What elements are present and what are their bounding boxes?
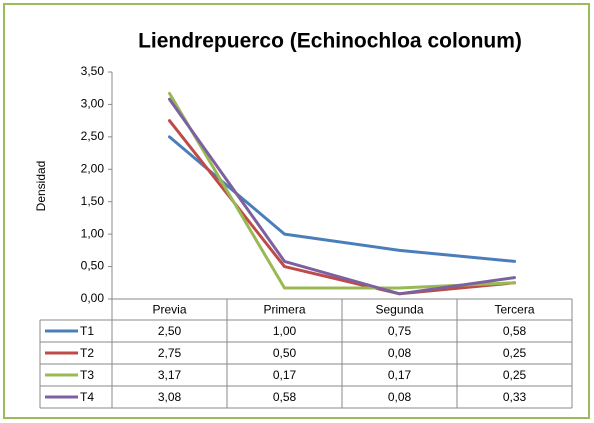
table-value: 0,08: [388, 346, 412, 360]
table-value: 2,75: [158, 346, 182, 360]
y-tick-label: 0,00: [81, 291, 105, 305]
y-tick-label: 1,00: [81, 226, 105, 240]
table-value: 0,25: [503, 346, 527, 360]
x-tick-label: Previa: [152, 303, 186, 317]
y-tick-label: 3,50: [81, 64, 105, 78]
y-tick-label: 2,00: [81, 161, 105, 175]
series-line: [168, 135, 516, 263]
chart-title: Liendrepuerco (Echinochloa colonum): [138, 30, 522, 53]
legend-label: T2: [80, 346, 94, 360]
table-value: 2,50: [158, 324, 182, 338]
legend-label: T1: [80, 324, 94, 338]
chart-frame: [3, 3, 590, 419]
y-tick-label: 1,50: [81, 194, 105, 208]
table-value: 1,00: [273, 324, 297, 338]
table-value: 0,58: [273, 390, 297, 404]
x-tick-label: Primera: [263, 303, 305, 317]
table-value: 0,17: [388, 368, 412, 382]
table-value: 3,08: [158, 390, 182, 404]
x-tick-label: Tercera: [494, 303, 534, 317]
y-tick-label: 0,50: [81, 259, 105, 273]
series-line: [168, 97, 516, 296]
table-value: 0,25: [503, 368, 527, 382]
table-value: 0,08: [388, 390, 412, 404]
table-value: 0,17: [273, 368, 297, 382]
table-value: 0,75: [388, 324, 412, 338]
legend-label: T4: [80, 390, 94, 404]
table-value: 0,33: [503, 390, 527, 404]
table-value: 0,58: [503, 324, 527, 338]
y-axis-label: Densidad: [34, 161, 48, 212]
table-value: 0,50: [273, 346, 297, 360]
x-tick-label: Segunda: [375, 303, 423, 317]
legend-label: T3: [80, 368, 94, 382]
y-tick-label: 2,50: [81, 129, 105, 143]
table-value: 3,17: [158, 368, 182, 382]
y-tick-label: 3,00: [81, 97, 105, 111]
